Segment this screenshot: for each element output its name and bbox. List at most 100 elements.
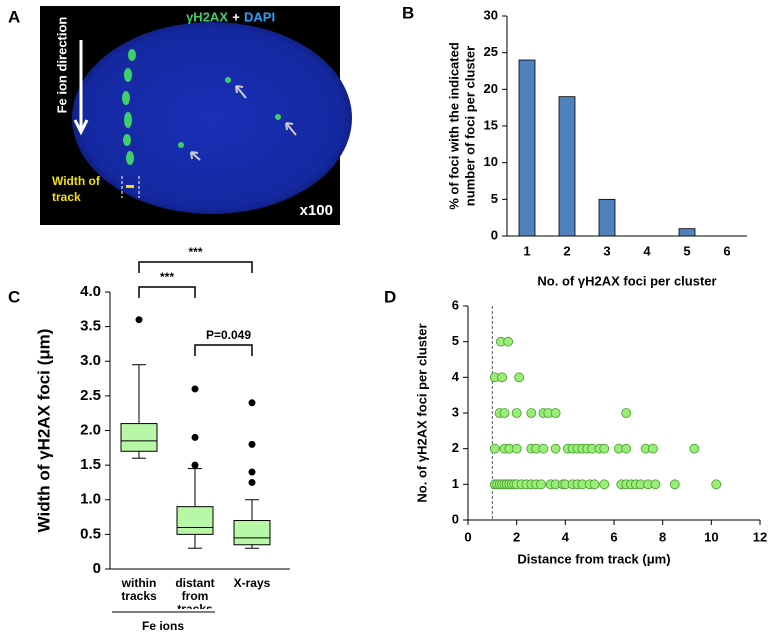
x-tick-label: 4 [643, 243, 651, 258]
x-tick-label: X-rays [233, 577, 271, 590]
significance-bracket [138, 286, 196, 298]
y-tick-label: 5 [452, 333, 459, 348]
outlier [191, 433, 199, 441]
point [536, 479, 546, 490]
x-tick-label: 10 [704, 529, 718, 544]
point [550, 443, 561, 454]
outlier [135, 316, 143, 324]
bar [598, 198, 616, 237]
y-tick-label: 0.5 [80, 525, 101, 542]
significance-bracket [138, 261, 253, 273]
image-panel: A Fe ion direction γH2AX + DAPI Width of… [8, 6, 352, 225]
y-tick-label: 4 [452, 369, 460, 384]
width-marks [121, 176, 140, 198]
point [711, 479, 722, 490]
x-tick-label: within tracks [121, 577, 157, 603]
bar [558, 96, 576, 237]
y-tick-label: 0 [491, 227, 498, 242]
significance-bracket [194, 344, 253, 356]
y-tick-label: 1.5 [80, 456, 101, 473]
foci-arrows [190, 85, 297, 161]
x-tick-label-box: within tracks [121, 577, 157, 603]
y-tick-label: 15 [484, 117, 498, 132]
stain-label: γH2AX [186, 9, 228, 24]
y-tick-label: 2.0 [80, 421, 101, 438]
x-tick-label-box: distant from tracks [175, 577, 215, 609]
x-tick-label: 8 [659, 529, 666, 544]
y-tick-label: 3 [452, 404, 459, 419]
point [599, 443, 610, 454]
magnification: x100 [300, 202, 333, 219]
outlier [248, 440, 256, 448]
point [514, 372, 524, 383]
panel-label: A [8, 7, 20, 26]
point [503, 336, 514, 347]
y-tick-label: 4.0 [80, 283, 101, 300]
x-axis-title: Distance from track (μm) [517, 551, 670, 566]
width-label: Width of [52, 174, 101, 188]
x-tick-label: 1 [523, 243, 530, 258]
bar [678, 228, 696, 237]
point [511, 408, 522, 418]
y-tick-label: 0 [452, 511, 459, 526]
box [176, 506, 214, 535]
y-tick-label: 2 [452, 440, 459, 455]
x-tick-label: 6 [723, 243, 730, 258]
y-tick-label: 2.5 [80, 387, 101, 404]
x-tick-label-box: X-rays [233, 577, 271, 590]
bar [518, 59, 536, 237]
x-tick-label: 2 [563, 243, 570, 258]
point [489, 443, 500, 454]
y-tick-label: 5 [491, 191, 498, 206]
y-tick-label: 3.0 [80, 352, 101, 369]
outlier [248, 399, 256, 407]
point [669, 479, 680, 490]
box [233, 520, 271, 546]
point [497, 372, 507, 383]
point [621, 443, 632, 454]
box [120, 423, 158, 452]
x-tick-label: 4 [562, 529, 570, 544]
y-tick-label: 0 [93, 560, 101, 577]
point [511, 443, 522, 454]
significance-label: *** [188, 245, 202, 259]
x-tick-label: distant from tracks [175, 577, 215, 609]
outlier [191, 461, 199, 469]
x-tick-label: 6 [610, 529, 617, 544]
y-tick-label: 6 [452, 297, 459, 312]
width-label: track [52, 190, 81, 204]
x-tick-label: 3 [603, 243, 610, 258]
x-tick-label: 5 [683, 243, 690, 258]
y-axis-title: % of foci with the indicated [446, 42, 461, 210]
y-axis-title: Width of γH2AX foci (μm) [34, 329, 53, 533]
nucleus [72, 22, 352, 214]
x-tick-label: 0 [464, 529, 471, 544]
y-tick-label: 1 [452, 476, 459, 491]
point [538, 443, 549, 454]
outlier [248, 468, 256, 476]
point [599, 479, 610, 490]
direction-label: Fe ion direction [54, 17, 69, 114]
point [550, 408, 561, 418]
y-tick-label: 30 [484, 7, 498, 22]
y-tick-label: 1.0 [80, 491, 101, 508]
point [689, 443, 700, 454]
significance-label: *** [160, 270, 174, 284]
outlier [191, 385, 199, 393]
panel-label: C [8, 287, 20, 306]
y-tick-label: 20 [484, 81, 498, 96]
track-foci [122, 49, 281, 165]
y-tick-label: 3.5 [80, 318, 101, 335]
stain-plus: + [232, 9, 240, 24]
point [648, 443, 658, 454]
width-bar [126, 185, 134, 188]
stain-label: DAPI [244, 9, 275, 24]
point [526, 408, 537, 418]
point [499, 408, 510, 418]
panel-label: D [384, 287, 396, 306]
y-axis-title: No. of γH2AX foci per cluster [414, 323, 429, 502]
point [650, 479, 661, 490]
y-tick-label: 10 [484, 154, 498, 169]
point [589, 479, 600, 490]
